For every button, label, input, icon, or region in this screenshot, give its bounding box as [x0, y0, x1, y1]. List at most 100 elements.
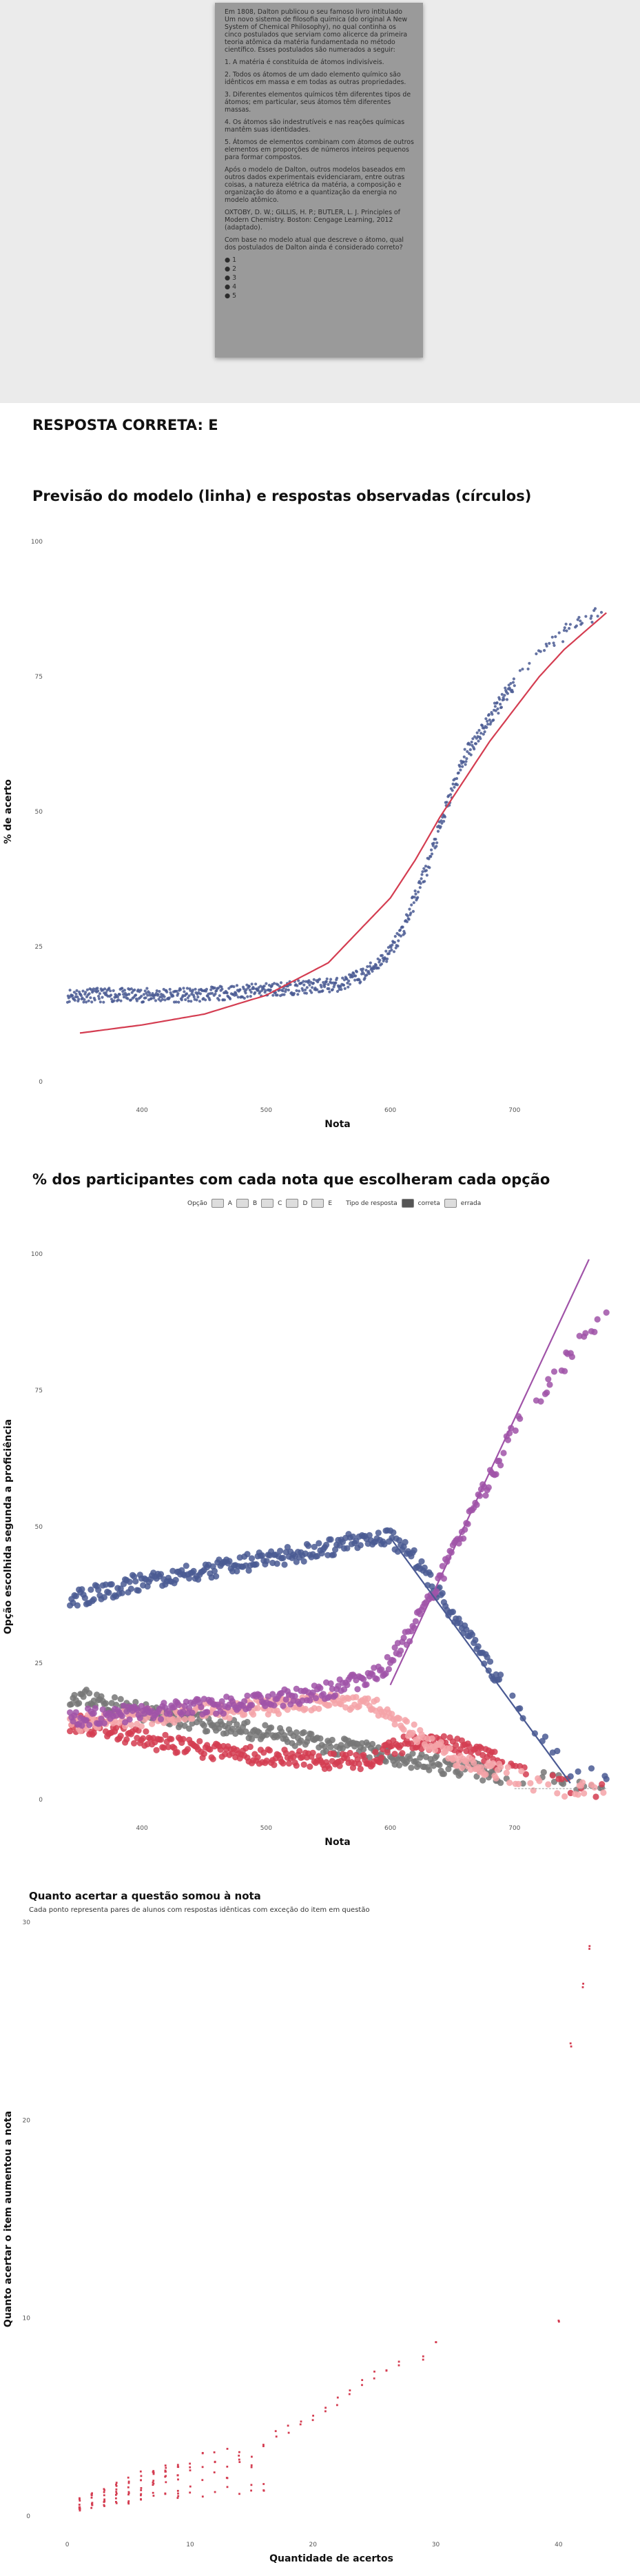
observed-point	[565, 629, 568, 632]
option-d-point	[369, 1740, 376, 1748]
option-e-point	[282, 1696, 289, 1703]
observed-point	[340, 988, 343, 991]
option-a-point	[254, 1704, 261, 1711]
legend-option-e: E	[328, 1199, 333, 1207]
gain-point	[570, 2046, 572, 2048]
gain-point	[152, 2480, 155, 2482]
observed-point	[161, 998, 164, 1001]
option-a-point	[506, 1780, 513, 1786]
observed-point	[491, 712, 494, 716]
observed-point	[334, 981, 338, 985]
option-a-point	[545, 1781, 552, 1788]
option-d-point	[408, 1764, 415, 1771]
observed-point	[429, 855, 433, 858]
option-d-point	[426, 1766, 433, 1773]
gain-point	[336, 2396, 339, 2399]
observed-point	[353, 978, 357, 982]
gain-point	[582, 1982, 584, 1985]
gain-point	[115, 2484, 118, 2487]
option-e-point	[157, 1715, 165, 1722]
question-paragraph: OXTOBY, D. W.; GILLIS, H. P.; BUTLER, L.…	[225, 209, 400, 231]
observed-point	[469, 753, 473, 756]
option-d-point	[440, 1771, 448, 1778]
option-d-point	[111, 1694, 118, 1701]
gain-point	[91, 2504, 94, 2506]
option-a-point	[391, 1721, 398, 1728]
observed-point	[287, 988, 290, 992]
option-c-point	[277, 1547, 284, 1554]
option-e-point	[485, 1484, 492, 1491]
observed-point	[109, 989, 112, 993]
observed-point	[347, 979, 351, 982]
option-e-point	[86, 1722, 93, 1729]
option-a-point	[181, 1715, 188, 1722]
y-axis-label: Opção escolhida segunda a proficiência	[3, 1419, 14, 1634]
option-b-point	[307, 1763, 313, 1770]
observed-point	[393, 940, 397, 944]
legend-option-b: B	[252, 1199, 258, 1207]
observed-point	[297, 979, 300, 982]
observed-point	[420, 877, 423, 880]
option-b-point	[123, 1736, 130, 1743]
observed-point	[79, 993, 83, 998]
option-a-point	[403, 1718, 411, 1725]
option-e-point	[497, 1462, 504, 1469]
observed-point	[110, 998, 114, 1001]
option-c-point	[118, 1589, 125, 1596]
observed-point	[213, 986, 216, 989]
observed-point	[465, 757, 468, 761]
observed-point	[158, 989, 161, 993]
option-a-point	[515, 1780, 522, 1788]
observed-point	[220, 987, 224, 991]
option-e-point	[248, 1702, 256, 1709]
observed-point	[477, 729, 481, 732]
observed-point	[480, 724, 484, 728]
gain-point	[385, 2369, 388, 2372]
question-paragraph: 5. Átomos de elementos combinam com átom…	[225, 138, 414, 161]
gain-point	[164, 2464, 167, 2466]
observed-point	[119, 999, 123, 1002]
y-tick-label: 10	[23, 2316, 31, 2322]
observed-point	[323, 982, 327, 986]
observed-point	[165, 990, 169, 993]
observed-point	[366, 965, 369, 969]
gain-point	[176, 2497, 179, 2500]
observed-point	[432, 841, 435, 845]
option-d-point	[268, 1724, 275, 1731]
observed-point	[497, 712, 500, 715]
gain-point	[103, 2504, 105, 2506]
observed-point	[71, 994, 74, 998]
option-e-point	[186, 1704, 193, 1711]
gain-point	[115, 2482, 118, 2484]
gain-point	[91, 2502, 93, 2505]
observed-point	[246, 995, 249, 998]
option-e-point	[335, 1682, 342, 1689]
option-c-point	[402, 1538, 409, 1545]
gain-point	[127, 2493, 130, 2496]
observed-point	[85, 988, 89, 991]
observed-point	[163, 998, 167, 1002]
observed-point	[178, 988, 183, 991]
option-e-point	[307, 1697, 313, 1704]
observed-point	[146, 993, 149, 997]
observed-point	[589, 617, 592, 620]
gain-point	[79, 2498, 81, 2500]
observed-point	[341, 976, 344, 980]
gain-point	[349, 2389, 351, 2391]
option-b-point	[131, 1740, 138, 1746]
option-e-point	[412, 1618, 420, 1625]
observed-point	[485, 725, 488, 729]
option-b-point	[326, 1765, 333, 1772]
question-paragraph: 1. A matéria é constituída de átomos ind…	[225, 59, 384, 66]
gain-point	[140, 2493, 143, 2495]
option-c-point	[126, 1578, 133, 1585]
y-tick-label: 75	[35, 1388, 43, 1394]
observed-point	[292, 991, 296, 996]
observed-point	[210, 991, 214, 995]
option-c-point	[284, 1544, 291, 1551]
gain-point	[152, 2491, 154, 2494]
observed-point	[475, 731, 479, 734]
gain-point	[177, 2466, 180, 2469]
option-c-point	[311, 1543, 318, 1550]
observed-point	[448, 793, 453, 796]
